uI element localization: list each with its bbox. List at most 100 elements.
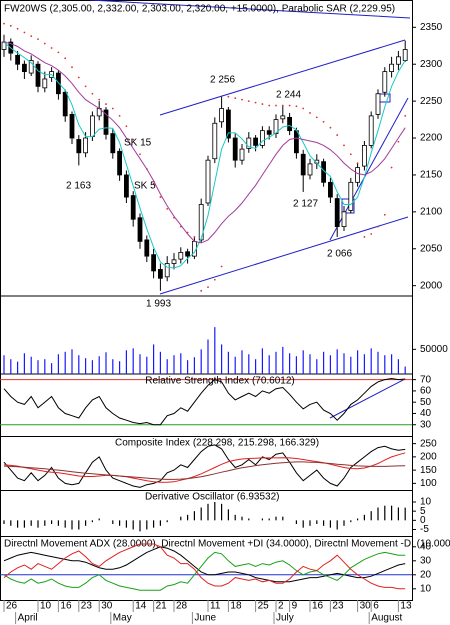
x-tick-label: 23 <box>332 601 344 612</box>
sar-dot <box>159 196 162 198</box>
bar <box>125 350 127 374</box>
bar <box>91 360 93 374</box>
x-tick-label: 28 <box>176 601 188 612</box>
x-tick-label: 26 <box>6 601 18 612</box>
candle-body <box>178 252 184 260</box>
x-tick-label: 25 <box>258 601 270 612</box>
bar <box>255 359 257 374</box>
bar <box>44 520 46 526</box>
y-tick-label: 100 <box>420 478 437 489</box>
bar <box>241 516 243 521</box>
sar-dot <box>23 31 26 34</box>
bar <box>30 356 32 374</box>
trend-line <box>159 39 406 116</box>
sar-dot <box>91 92 94 95</box>
annotation: 2 244 <box>276 90 301 101</box>
indicator-line <box>3 377 406 426</box>
bar <box>78 355 80 374</box>
candle-body <box>253 137 259 146</box>
candle-body <box>219 108 225 123</box>
candle-body <box>90 115 95 137</box>
x-tick-label: 18 <box>230 601 242 612</box>
sar-dot <box>281 104 284 107</box>
panel-title: Derivative Oscillator (6.93532) <box>145 492 280 503</box>
candle-body <box>103 109 109 135</box>
sar-dot <box>118 114 121 117</box>
y-tick-label: 40 <box>420 541 432 552</box>
bar <box>98 356 100 374</box>
sar-dot <box>64 57 67 60</box>
bar <box>363 354 365 374</box>
bar <box>71 349 73 374</box>
candle-body <box>239 148 245 161</box>
bar <box>78 520 80 530</box>
candle-body <box>259 130 265 146</box>
y-tick-label: 50 <box>420 397 432 408</box>
bar <box>112 520 114 524</box>
ma-line <box>3 41 406 269</box>
bar <box>316 520 318 524</box>
bar <box>357 518 359 521</box>
annotation: 2 163 <box>66 181 91 192</box>
indicator-line <box>3 551 406 591</box>
bar <box>125 520 127 528</box>
candle-body <box>266 130 272 135</box>
bar <box>282 346 284 374</box>
bar <box>370 511 372 521</box>
y-tick-label: 2200 <box>420 133 443 144</box>
bar <box>146 520 148 530</box>
candle-body <box>273 119 279 135</box>
candle-body <box>62 91 68 117</box>
bar <box>187 360 189 374</box>
sar-dot <box>356 162 359 165</box>
bar <box>146 356 148 374</box>
bar <box>98 518 100 521</box>
bar <box>23 353 25 374</box>
bar <box>91 520 93 523</box>
x-tick-label: 16 <box>60 601 72 612</box>
sar-dot <box>275 104 277 107</box>
sar-dot <box>193 236 196 238</box>
bar <box>268 355 270 374</box>
annotation: 2 066 <box>327 249 352 260</box>
trend-lines <box>89 0 411 419</box>
bar <box>391 354 393 374</box>
bar <box>214 327 216 374</box>
bar <box>295 356 297 374</box>
sar-dot <box>268 104 271 107</box>
sar-dot <box>43 42 46 45</box>
bar <box>166 520 168 523</box>
bar <box>3 355 5 374</box>
bar <box>30 520 32 526</box>
sar-dot <box>247 100 250 103</box>
candle-body <box>293 130 299 154</box>
bar <box>377 351 379 374</box>
bar <box>139 520 141 532</box>
y-tick-label: 250 <box>420 438 437 449</box>
sar-dot <box>336 134 339 136</box>
x-tick-label: 16 <box>312 601 324 612</box>
sar-dot <box>343 144 345 147</box>
y-tick-label: 2250 <box>420 96 443 107</box>
bar <box>350 520 352 523</box>
bar <box>227 509 229 521</box>
bar <box>23 520 25 528</box>
bar <box>51 363 53 374</box>
sar-dot <box>315 116 318 119</box>
bar <box>10 520 12 526</box>
trend-line <box>89 0 411 19</box>
indicator-line <box>3 543 406 590</box>
bar <box>357 350 359 374</box>
x-tick-label: 11 <box>210 601 221 612</box>
candle-body <box>21 63 27 73</box>
sar-dot <box>363 236 366 238</box>
bar <box>17 361 19 374</box>
candle-body <box>69 114 75 139</box>
sar-dot <box>37 38 39 41</box>
sar-dot <box>84 85 87 88</box>
bar <box>261 348 263 374</box>
candle-body <box>375 93 381 115</box>
sar-dot <box>77 76 80 79</box>
